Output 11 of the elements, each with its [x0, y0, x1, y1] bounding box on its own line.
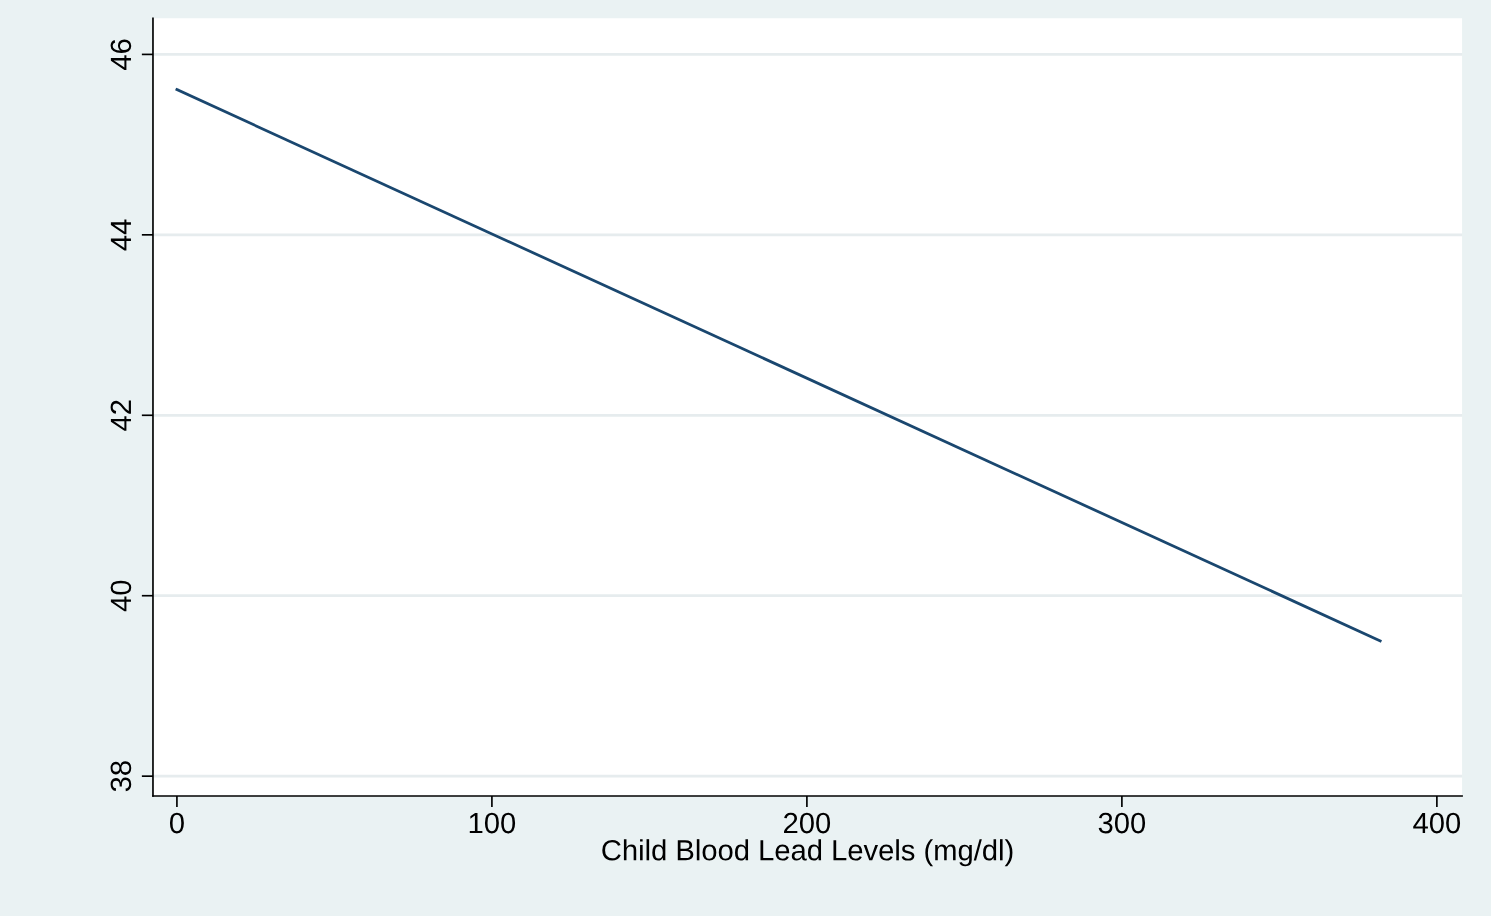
x-axis-title: Child Blood Lead Levels (mg/dl) — [602, 839, 1013, 867]
x-tick-label: 300 — [1098, 812, 1146, 834]
x-tick-label: 200 — [784, 812, 831, 834]
x-tick-label: 100 — [469, 812, 516, 834]
x-tick-label: 400 — [1413, 812, 1461, 834]
y-tick-label: 38 — [110, 761, 132, 792]
y-tick-label: 42 — [110, 400, 131, 431]
y-tick-label: 44 — [110, 219, 131, 251]
y-tick-label: 40 — [110, 580, 132, 612]
y-tick-label: 46 — [110, 39, 132, 70]
x-tick-label: 0 — [169, 812, 184, 834]
